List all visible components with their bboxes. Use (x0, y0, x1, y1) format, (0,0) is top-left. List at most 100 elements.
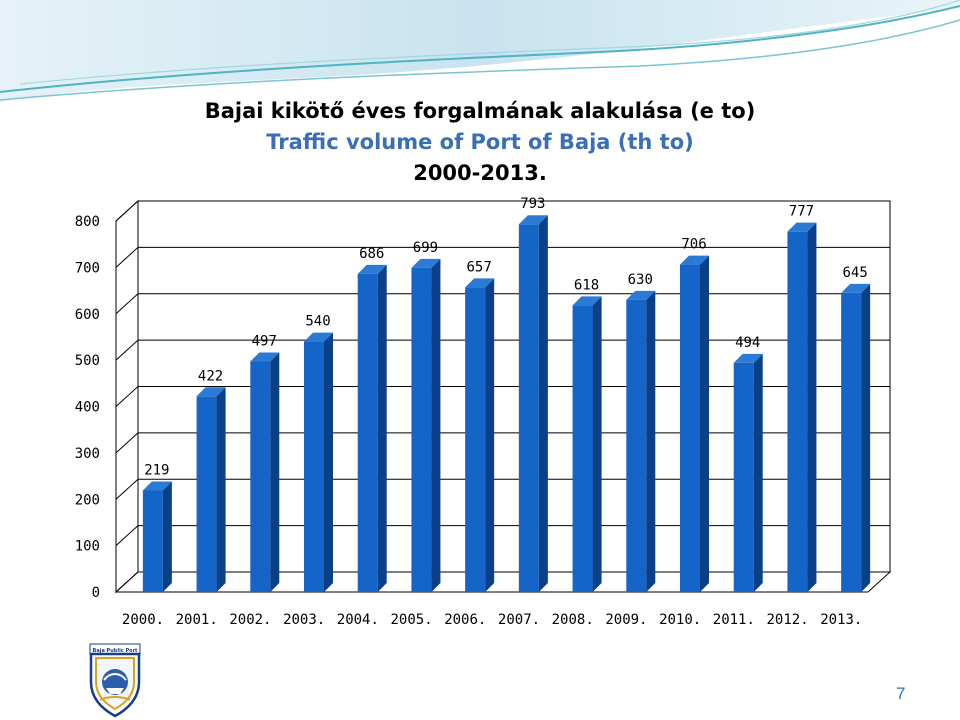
bar-front (733, 362, 754, 592)
bar-front (518, 224, 539, 592)
bar-side (538, 215, 548, 592)
slide-title-hungarian: Bajai kikötő éves forgalmának alakulása … (204, 99, 756, 123)
bar-front (304, 341, 324, 592)
bar-side (807, 222, 817, 592)
data-label: 645 (842, 265, 867, 281)
bar-top (841, 283, 871, 293)
x-tick-label: 2009. (605, 612, 647, 628)
bar-top (142, 481, 172, 491)
bar (142, 481, 172, 592)
slide-title-block: Bajai kikötő éves forgalmának alakulása … (0, 96, 960, 189)
bar-top (357, 264, 387, 274)
logo-caption: Baja Public Port (92, 648, 138, 654)
x-tick-label: 2006. (444, 612, 486, 628)
y-tick-label: 300 (75, 446, 100, 462)
bar-front (841, 292, 862, 592)
y-tick-label: 600 (75, 307, 100, 323)
y-tick-label: 200 (75, 492, 100, 508)
slide-title-english: Traffic volume of Port of Baja (th to) (266, 130, 694, 154)
bar (250, 352, 280, 592)
bar (626, 290, 656, 592)
bar-top (250, 352, 280, 362)
header-wave-decoration (0, 0, 960, 102)
bar (841, 283, 871, 592)
data-label: 630 (628, 272, 653, 288)
y-tick-label: 100 (75, 539, 100, 555)
bar-top (733, 353, 763, 363)
bar-top (680, 255, 709, 265)
data-label: 706 (681, 237, 706, 253)
x-tick-label: 2012. (766, 612, 808, 628)
bar-front (465, 287, 486, 592)
chart-data-labels: 219 422 497 540 686 699 657 793 618 630 706 494 777 6… (144, 196, 868, 478)
bar-side (592, 296, 602, 592)
chart-bars (142, 215, 871, 592)
x-tick-label: 2002. (229, 612, 271, 628)
x-tick-label: 2008. (552, 612, 594, 628)
bar-top (411, 258, 441, 268)
bar (518, 215, 548, 592)
bar-top (196, 387, 226, 397)
data-label: 494 (735, 335, 760, 351)
x-tick-label: 2013. (820, 612, 862, 628)
bar-top (626, 290, 656, 300)
bar (680, 255, 709, 592)
x-tick-label: 2011. (713, 612, 755, 628)
bar-side (270, 352, 280, 592)
x-tick-label: 2007. (498, 612, 540, 628)
bar-front (787, 231, 808, 592)
bar-side (753, 353, 763, 592)
bar (465, 278, 495, 592)
baja-public-port-logo (89, 643, 141, 718)
bar-front (357, 273, 378, 592)
data-label: 219 (144, 462, 169, 478)
bar (411, 258, 441, 592)
chart-walls (114, 199, 892, 594)
bar-top (465, 278, 495, 288)
bar-front (142, 490, 163, 592)
bar-side (700, 255, 709, 592)
bar (733, 353, 763, 592)
bar-side (861, 283, 871, 592)
data-label: 793 (520, 196, 545, 212)
x-tick-label: 2010. (659, 612, 701, 628)
y-axis-tick-labels: 0 100 200 300 400 500 600 700 800 (75, 214, 100, 601)
bar (357, 264, 387, 592)
bar-side (646, 290, 656, 592)
data-label: 657 (466, 259, 491, 275)
data-label: 686 (359, 246, 384, 262)
y-tick-label: 400 (75, 400, 100, 416)
y-tick-label: 500 (75, 353, 100, 369)
bar-front (680, 264, 700, 592)
bar-front (572, 305, 593, 592)
x-tick-label: 2004. (337, 612, 379, 628)
y-tick-label: 0 (92, 585, 100, 601)
data-label: 618 (574, 277, 599, 293)
bar-top (787, 222, 817, 232)
gridline (115, 200, 890, 222)
x-tick-label: 2003. (283, 612, 325, 628)
data-label: 699 (413, 240, 438, 256)
bar-front (196, 396, 217, 592)
y-tick-label: 800 (75, 214, 100, 230)
x-tick-label: 2000. (122, 612, 164, 628)
page-number: 7 (896, 684, 906, 703)
slide-title-years: 2000-2013. (413, 161, 547, 185)
bar (572, 296, 602, 592)
bar-top (572, 296, 602, 306)
bar-side (431, 258, 441, 592)
bar-side (485, 278, 495, 592)
bar (304, 332, 333, 592)
x-tick-label: 2001. (176, 612, 218, 628)
bar-side (377, 264, 387, 592)
bar-side (324, 332, 333, 592)
bar-side (162, 481, 172, 592)
y-tick-label: 700 (75, 260, 100, 276)
x-axis-tick-labels: 2000. 2001. 2002. 2003. 2004. 2005. 2006. 2007.… (122, 612, 862, 628)
data-label: 540 (305, 314, 330, 330)
bar-front (626, 299, 647, 592)
bar-front (411, 267, 432, 592)
data-label: 422 (198, 368, 223, 384)
chart-floor (114, 571, 892, 593)
